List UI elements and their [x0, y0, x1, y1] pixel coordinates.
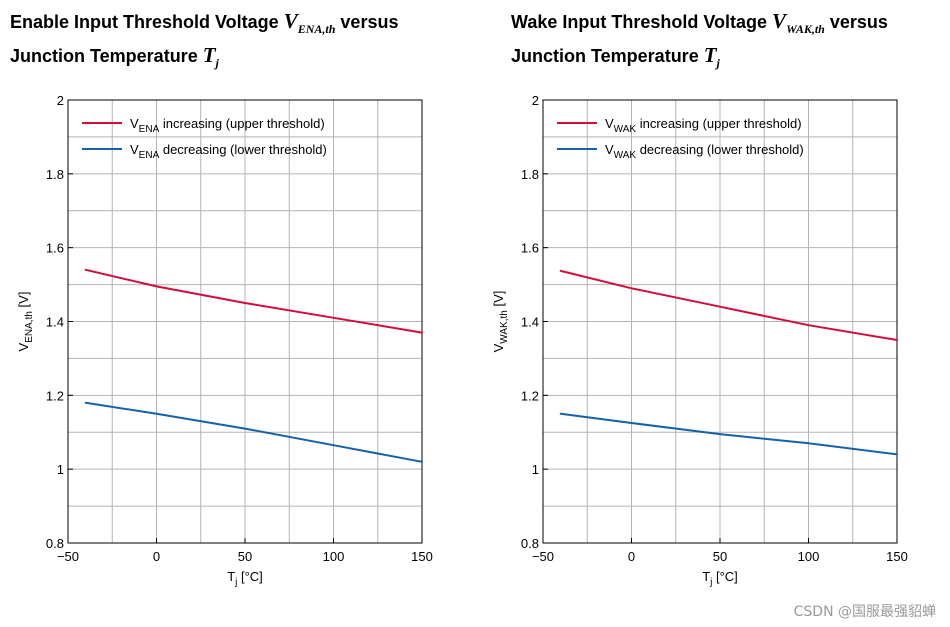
c1-legend-label-sub: WAK	[614, 124, 637, 135]
chart-title-right-line1: Wake Input Threshold Voltage VWAK,th ver…	[511, 8, 888, 42]
c0-y-axis-label: VENA,th [V]	[16, 292, 35, 352]
c1-y-axis-label-main: V	[491, 343, 506, 352]
c0-ytick-label: 1.8	[46, 167, 64, 182]
c1-ytick-label: 1.6	[521, 241, 539, 256]
title-right-text-c: Junction Temperature	[511, 46, 699, 67]
c0-legend-label-0: VENA increasing (upper threshold)	[130, 116, 325, 135]
c1-ytick-label: 1.4	[521, 315, 539, 330]
c0-ytick-label: 1.2	[46, 388, 64, 403]
title-right-symbol-main: V	[772, 9, 787, 33]
c1-legend-label-main: V	[605, 142, 614, 157]
c1-y-axis-label: VWAK,th [V]	[491, 291, 510, 353]
title-right-symbol-sub: WAK,th	[786, 22, 825, 37]
c1-xtick-label: 100	[798, 549, 820, 564]
title-right-temp-symbol: Tj	[703, 43, 720, 71]
c1-x-axis-label-unit: [°C]	[712, 569, 737, 584]
c1-x-axis-label-sub: j	[709, 577, 712, 588]
c1-legend-label-sub: WAK	[614, 150, 637, 161]
title-right-temp-sub: j	[716, 56, 720, 71]
c0-ytick-label: 1.4	[46, 315, 64, 330]
c1-series-line-increasing	[559, 269, 898, 341]
c0-y-axis-label-unit: [V]	[16, 292, 31, 312]
title-left-symbol: VENA,th	[283, 9, 336, 37]
c1-xtick-label: −50	[532, 549, 554, 564]
c1-ytick-label: 1.2	[521, 388, 539, 403]
c1-series-line-decreasing	[559, 412, 898, 456]
c1-xtick-label: 50	[713, 549, 727, 564]
c0-legend-label-sub: ENA	[139, 124, 160, 135]
c0-y-axis-label-sub: ENA,th	[24, 311, 35, 343]
c1-legend-label-0: VWAK increasing (upper threshold)	[605, 116, 802, 135]
title-left-temp-main: T	[202, 43, 216, 68]
c0-ytick-label: 0.8	[46, 536, 64, 551]
c1-legend-label-text: increasing (upper threshold)	[636, 116, 801, 131]
title-right-text-a: Wake Input Threshold Voltage	[511, 12, 768, 32]
c1-ytick-label: 2	[532, 93, 539, 108]
c1-x-axis-label: Tj [°C]	[702, 569, 738, 588]
title-left-temp-symbol: Tj	[202, 43, 219, 71]
c0-legend-label-1: VENA decreasing (lower threshold)	[130, 142, 327, 161]
c0-xtick-label: −50	[57, 549, 79, 564]
chart-title-left-line2: Junction Temperature Tj	[10, 42, 398, 76]
c0-legend-label-main: V	[130, 142, 139, 157]
c0-legend-label-text: increasing (upper threshold)	[159, 116, 324, 131]
c1-y-axis-label-unit: [V]	[491, 291, 506, 311]
title-left-text-b: versus	[340, 12, 399, 32]
chart-title-left-line1: Enable Input Threshold Voltage VENA,th v…	[10, 8, 398, 42]
c0-series-line-increasing	[84, 268, 423, 334]
c0-legend-label-sub: ENA	[139, 150, 160, 161]
title-left-symbol-sub: ENA,th	[297, 22, 336, 37]
c0-xtick-label: 50	[238, 549, 252, 564]
c1-ytick-label: 1.8	[521, 167, 539, 182]
c0-xtick-label: 100	[323, 549, 345, 564]
c0-x-axis-label-main: T	[227, 569, 235, 584]
c0-ytick-label: 1	[57, 462, 64, 477]
title-right-temp-main: T	[703, 43, 717, 68]
chart-title-right-line2: Junction Temperature Tj	[511, 42, 888, 76]
title-left-symbol-main: V	[283, 9, 298, 33]
c1-legend-label-main: V	[605, 116, 614, 131]
c1-legend-label-text: decreasing (lower threshold)	[636, 142, 804, 157]
chart-title-right: Wake Input Threshold Voltage VWAK,th ver…	[511, 8, 888, 76]
watermark-text: CSDN @国服最强貂蝉	[793, 604, 936, 620]
title-right-symbol: VWAK,th	[772, 9, 825, 37]
c0-ytick-label: 2	[57, 93, 64, 108]
title-left-temp-sub: j	[215, 56, 219, 71]
c1-xtick-label: 0	[628, 549, 635, 564]
c1-y-axis-label-sub: WAK,th	[499, 310, 510, 344]
c1-ytick-label: 0.8	[521, 536, 539, 551]
c1-legend-label-1: VWAK decreasing (lower threshold)	[605, 142, 804, 161]
c0-y-axis-label-main: V	[16, 342, 31, 351]
c1-x-axis-label-main: T	[702, 569, 710, 584]
title-left-text-a: Enable Input Threshold Voltage	[10, 12, 279, 32]
c0-xtick-label: 150	[411, 549, 433, 564]
c1-ytick-label: 1	[532, 462, 539, 477]
c0-ytick-label: 1.6	[46, 241, 64, 256]
c0-x-axis-label-sub: j	[234, 577, 237, 588]
chart-title-left: Enable Input Threshold Voltage VENA,th v…	[10, 8, 398, 76]
c0-xtick-label: 0	[153, 549, 160, 564]
title-right-text-b: versus	[829, 12, 888, 32]
c0-legend-label-main: V	[130, 116, 139, 131]
c0-x-axis-label-unit: [°C]	[237, 569, 262, 584]
title-left-text-c: Junction Temperature	[10, 46, 198, 67]
c0-legend-label-text: decreasing (lower threshold)	[159, 142, 327, 157]
c0-x-axis-label: Tj [°C]	[227, 569, 263, 588]
c1-xtick-label: 150	[886, 549, 908, 564]
c0-series-line-decreasing	[84, 401, 423, 463]
